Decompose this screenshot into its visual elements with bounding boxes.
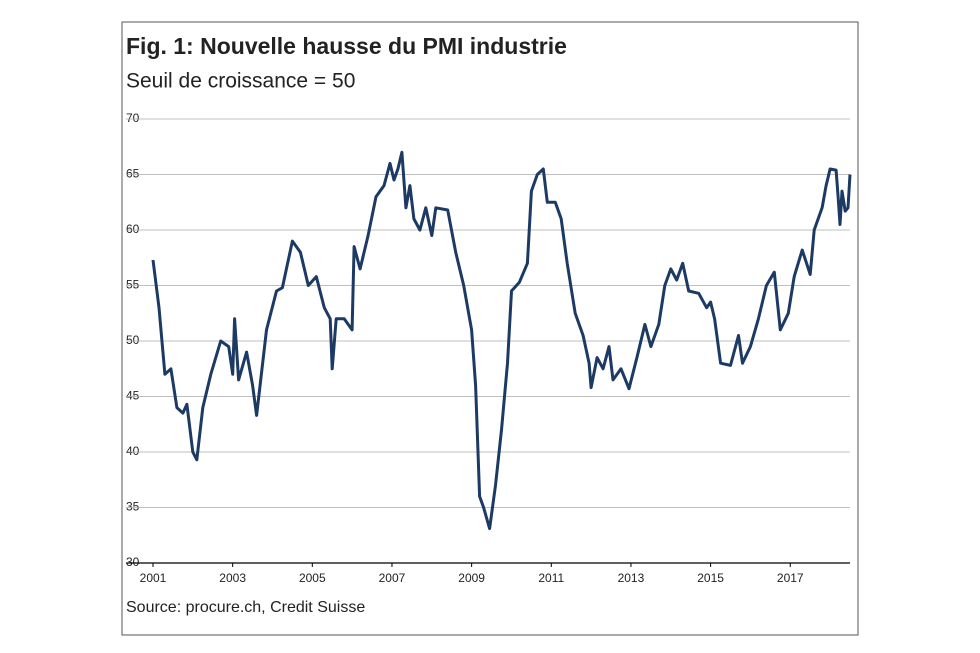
y-tick-label: 70 xyxy=(126,111,140,125)
y-tick-label: 65 xyxy=(126,167,140,181)
x-tick-label: 2017 xyxy=(777,571,804,585)
line xyxy=(151,150,852,531)
x-tick-label: 2009 xyxy=(458,571,485,585)
chart-title: Fig. 1: Nouvelle hausse du PMI industrie xyxy=(126,33,567,59)
x-tick-label: 2001 xyxy=(140,571,167,585)
y-tick-label: 45 xyxy=(126,389,140,403)
x-tick-label: 2003 xyxy=(219,571,246,585)
x-tick-label: 2013 xyxy=(618,571,645,585)
y-tick-label: 60 xyxy=(126,222,140,236)
chart-subtitle: Seuil de croissance = 50 xyxy=(126,70,355,93)
y-tick-label: 50 xyxy=(126,333,140,347)
x-tick-label: 2011 xyxy=(538,571,564,585)
source: Source: procure.ch, Credit Suisse xyxy=(126,599,365,616)
y-tick-label: 35 xyxy=(126,500,140,514)
frame xyxy=(121,21,859,636)
x-tick-label: 2015 xyxy=(697,571,724,585)
y-tick-label: 30 xyxy=(126,555,140,569)
x-tick-label: 2005 xyxy=(299,571,326,585)
y-tick-label: 40 xyxy=(126,444,140,458)
y-tick-label: 55 xyxy=(126,278,140,292)
x-tick-label: 2007 xyxy=(379,571,406,585)
